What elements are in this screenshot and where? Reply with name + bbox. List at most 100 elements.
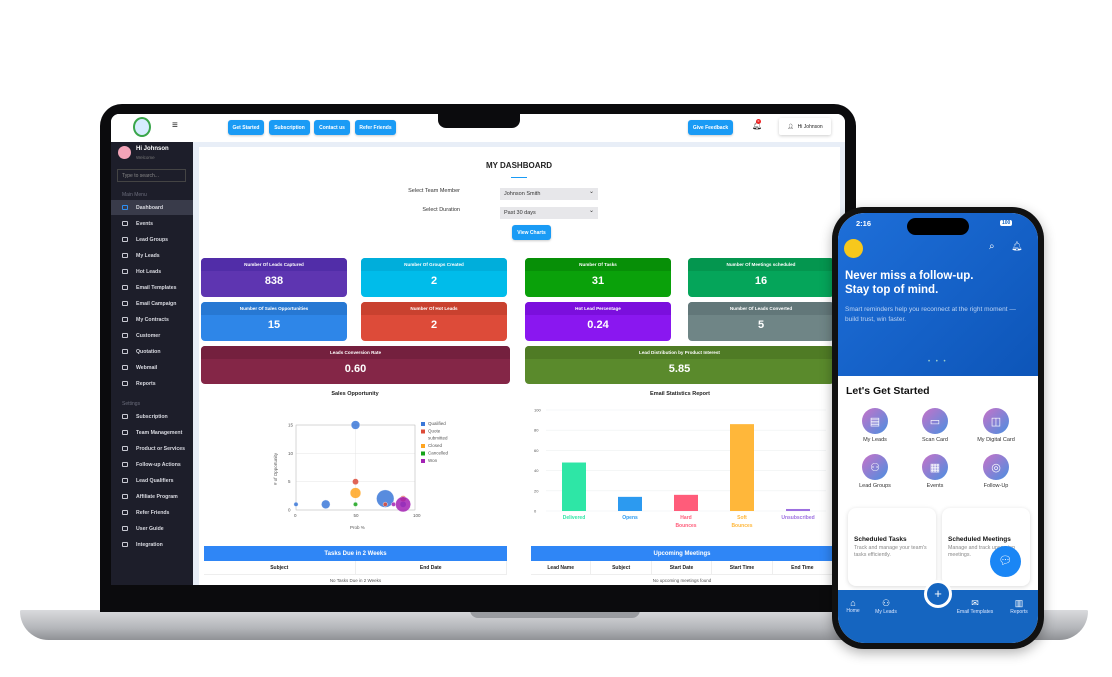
- give-feedback-button[interactable]: Give Feedback: [688, 120, 733, 135]
- sidebar-item-label: Lead Groups: [136, 236, 168, 243]
- sidebar-item-refer-friends[interactable]: Refer Friends: [111, 505, 193, 520]
- sidebar-item-product-or-services[interactable]: Product or Services: [111, 441, 193, 456]
- kpi-card: Number Of Tasks 31: [525, 258, 671, 297]
- menu-item-icon: [122, 221, 128, 226]
- bar-soft-bounces: [730, 424, 754, 511]
- column-header: Start Time: [712, 561, 773, 574]
- nav-email-templates[interactable]: ✉ Email Templates: [955, 598, 995, 615]
- legend-swatch: [421, 422, 425, 426]
- grid-label[interactable]: Events: [926, 483, 944, 489]
- calendar-icon[interactable]: ▦: [922, 454, 948, 480]
- subscription-button[interactable]: Subscription: [269, 120, 310, 135]
- get-started-button[interactable]: Get Started: [228, 120, 264, 135]
- sidebar-item-user-guide[interactable]: User Guide: [111, 521, 193, 536]
- bubble-qualified: [321, 499, 331, 509]
- nfc-card-icon[interactable]: ◫: [983, 408, 1009, 434]
- sidebar-item-events[interactable]: Events: [111, 216, 193, 231]
- legend-swatch: [421, 451, 425, 456]
- grid-label[interactable]: Scan Card: [922, 437, 948, 443]
- nav-my-leads[interactable]: ⚇ My Leads: [866, 598, 906, 615]
- column-header: Start Date: [652, 561, 713, 574]
- kpi-value: 0.60: [344, 363, 367, 375]
- x-tick-label: 0: [294, 513, 297, 518]
- sidebar-item-label: Email Templates: [136, 284, 177, 291]
- grid-label[interactable]: Follow-Up: [983, 483, 1009, 489]
- refer-friends-button[interactable]: Refer Friends: [355, 120, 396, 135]
- menu-item-icon: [122, 510, 128, 515]
- bell-icon[interactable]: 🔔︎: [752, 121, 763, 130]
- scheduled-tasks-card[interactable]: Scheduled Tasks Track and manage your tea…: [848, 508, 936, 586]
- sidebar-item-label: Affiliate Program: [136, 493, 178, 500]
- sidebar-item-my-contracts[interactable]: My Contracts: [111, 312, 193, 327]
- kpi-title: Leads Conversion Rate: [201, 346, 510, 359]
- kpi-card: Leads Conversion Rate 0.60: [201, 346, 510, 384]
- sidebar-item-subscription[interactable]: Subscription: [111, 409, 193, 424]
- sidebar-item-affiliate-program[interactable]: Affiliate Program: [111, 489, 193, 504]
- chat-icon[interactable]: 💬︎: [990, 546, 1021, 577]
- sidebar-item-hot-leads[interactable]: Hot Leads: [111, 264, 193, 279]
- sidebar-item-integration[interactable]: Integration: [111, 537, 193, 552]
- kpi-title: Number Of Leads Converted: [688, 302, 834, 315]
- x-tick-label: Unsubscribed: [781, 515, 814, 521]
- x-axis-label: Prob %: [350, 525, 365, 530]
- column-header: Subject: [591, 561, 652, 574]
- scheduled-meetings-card[interactable]: Scheduled Meetings Manage and track upcom…: [942, 508, 1030, 586]
- bubble-qualified: [293, 501, 299, 507]
- kpi-title: Number Of Sales Opportunities: [201, 302, 347, 315]
- sidebar-item-webmail[interactable]: Webmail: [111, 360, 193, 375]
- search-icon[interactable]: ⌕: [989, 241, 995, 252]
- sidebar-item-lead-qualifiers[interactable]: Lead Qualifiers: [111, 473, 193, 488]
- contact-us-button[interactable]: Contact us: [314, 120, 350, 135]
- kpi-title: Number Of Groups Created: [361, 258, 507, 271]
- bubble-qualified: [350, 420, 361, 430]
- sidebar-item-customer[interactable]: Customer: [111, 328, 193, 343]
- duration-select[interactable]: Past 30 days: [500, 207, 598, 219]
- hero-title-2: Stay top of mind.: [845, 284, 939, 296]
- sales-chart-title: Sales Opportunity: [331, 391, 379, 397]
- carousel-dots[interactable]: • • •: [928, 359, 948, 365]
- grid-label[interactable]: My Leads: [863, 437, 887, 443]
- bar-unsubscribed: [786, 508, 810, 511]
- reports-icon: ▥: [1014, 598, 1024, 608]
- menu-item-icon: [122, 494, 128, 499]
- grid-label[interactable]: Lead Groups: [859, 483, 891, 489]
- team-member-select[interactable]: Johnson Smith: [500, 188, 598, 200]
- sidebar-item-follow-up-actions[interactable]: Follow-up Actions: [111, 457, 193, 472]
- nav-reports[interactable]: ▥ Reports: [999, 598, 1038, 615]
- grid-label[interactable]: My Digital Card: [977, 437, 1015, 443]
- sidebar-item-label: Subscription: [136, 413, 168, 420]
- nav-home[interactable]: ⌂ Home: [838, 598, 873, 614]
- document-icon[interactable]: ▤: [862, 408, 888, 434]
- laptop-notch: [470, 610, 640, 618]
- sidebar-item-label: Follow-up Actions: [136, 461, 181, 468]
- sidebar-item-label: Reports: [136, 380, 156, 387]
- bell-icon[interactable]: 🔔︎: [1011, 241, 1023, 251]
- sidebar-item-label: Dashboard: [136, 204, 164, 211]
- users-icon[interactable]: ⚇: [862, 454, 888, 480]
- settings-label: Settings: [122, 401, 141, 407]
- bubble-quote-submitted: [352, 478, 359, 485]
- sidebar-item-email-campaign[interactable]: Email Campaign: [111, 296, 193, 311]
- sidebar-item-team-management[interactable]: Team Management: [111, 425, 193, 440]
- profile-avatar[interactable]: [844, 239, 863, 258]
- kpi-value: 0.24: [587, 319, 609, 331]
- sidebar-item-lead-groups[interactable]: Lead Groups: [111, 232, 193, 247]
- target-icon[interactable]: ◎: [983, 454, 1009, 480]
- sidebar-item-email-templates[interactable]: Email Templates: [111, 280, 193, 295]
- kpi-title: Number Of Hot Leads: [361, 302, 507, 315]
- scan-card-icon[interactable]: ▭: [922, 408, 948, 434]
- sidebar-item-reports[interactable]: Reports: [111, 376, 193, 391]
- sidebar-item-label: My Contracts: [136, 316, 169, 323]
- kpi-value: 15: [267, 319, 281, 331]
- sidebar-user-name: Hi Johnson: [136, 146, 169, 152]
- sidebar-item-dashboard[interactable]: Dashboard: [111, 200, 193, 215]
- sidebar-item-my-leads[interactable]: My Leads: [111, 248, 193, 263]
- sidebar-item-label: Webmail: [136, 364, 158, 371]
- view-charts-button[interactable]: View Charts: [512, 225, 551, 240]
- add-button[interactable]: +: [924, 580, 952, 608]
- sidebar-item-label: Lead Qualifiers: [136, 477, 174, 484]
- sidebar-search-input[interactable]: Type to search...: [117, 169, 186, 182]
- user-menu[interactable]: 👤︎ Hi Johnson: [779, 118, 831, 135]
- menu-icon[interactable]: ≡: [172, 120, 178, 131]
- sidebar-item-quotation[interactable]: Quotation: [111, 344, 193, 359]
